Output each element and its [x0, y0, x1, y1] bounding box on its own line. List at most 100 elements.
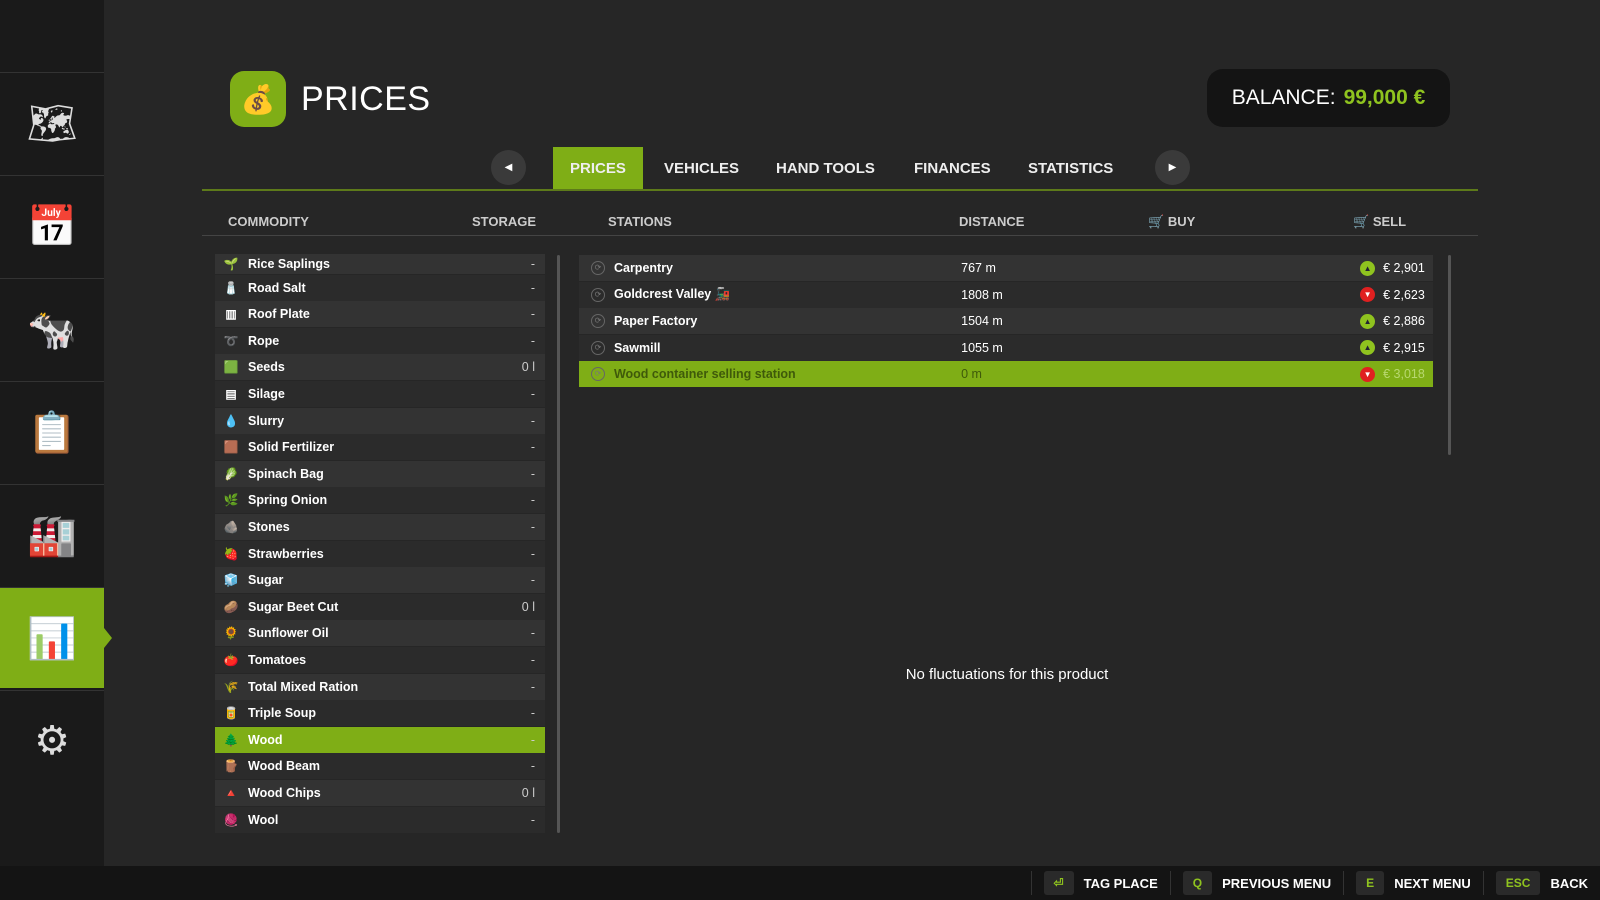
next-tab-button[interactable]: ▶ — [1155, 150, 1190, 185]
cow-icon: 🐄 — [27, 307, 77, 352]
commodity-row[interactable]: ▤ Silage - — [215, 381, 545, 407]
commodity-row[interactable]: ➰ Rope - — [215, 327, 545, 354]
station-row[interactable]: ⟳ Wood container selling station 0 m ▼ € 3,0… — [579, 361, 1433, 388]
column-sell: 🛒 SELL — [1353, 214, 1406, 230]
sidebar-item-map[interactable]: 🗺 — [0, 72, 104, 173]
commodity-icon: 🌿 — [223, 493, 239, 508]
commodity-row[interactable]: 🧂 Road Salt - — [215, 274, 545, 301]
sidebar-item-contracts[interactable]: 📋 — [0, 381, 104, 482]
prices-chart-icon: 📊 — [27, 616, 77, 661]
commodity-name: Triple Soup — [248, 706, 317, 721]
commodity-icon: 🍅 — [223, 653, 239, 667]
commodity-icon: 🧊 — [223, 573, 239, 588]
commodity-name: Seeds — [248, 360, 285, 375]
commodity-row[interactable]: 🍅 Tomatoes - — [215, 647, 545, 673]
key-badge: ESC — [1495, 871, 1541, 895]
tag-place-icon[interactable]: ⟳ — [591, 261, 605, 275]
commodity-row[interactable]: 🥔 Sugar Beet Cut 0 l — [215, 593, 545, 620]
commodity-icon: 🟩 — [223, 360, 239, 375]
station-row[interactable]: ⟳ Carpentry 767 m ▲ € 2,901 — [579, 255, 1433, 281]
station-row[interactable]: ⟳ Paper Factory 1504 m ▲ € 2,886 — [579, 308, 1433, 335]
commodity-row[interactable]: ▥ Roof Plate - — [215, 301, 545, 328]
commodity-row[interactable]: 🧶 Wool - — [215, 806, 545, 833]
column-storage: STORAGE — [472, 214, 537, 229]
tag-place-icon[interactable]: ⟳ — [591, 340, 605, 355]
balance-label: BALANCE: — [1231, 86, 1336, 109]
station-distance: 1055 m — [961, 340, 1003, 355]
station-name-text: Goldcrest Valley — [613, 287, 712, 302]
station-row[interactable]: ⟳ Sawmill 1055 m ▲ € 2,915 — [579, 334, 1433, 361]
hint-previous-menu[interactable]: Q PREVIOUS MENU — [1169, 871, 1343, 895]
key-badge: Q — [1182, 871, 1213, 895]
commodity-row[interactable]: 🧊 Sugar - — [215, 567, 545, 594]
commodity-storage: 0 l — [521, 786, 535, 800]
station-distance: 767 m — [961, 261, 996, 275]
map-icon: 🗺 — [26, 101, 78, 146]
commodity-row[interactable]: 🟩 Seeds 0 l — [215, 354, 545, 381]
commodity-row[interactable]: 🍓 Strawberries - — [215, 540, 545, 567]
station-distance: 1504 m — [961, 314, 1003, 329]
tag-place-icon[interactable]: ⟳ — [591, 314, 605, 329]
commodity-row[interactable]: 🥬 Spinach Bag - — [215, 460, 545, 487]
tab-finances[interactable]: FINANCES — [914, 159, 991, 177]
page-title: PRICES — [301, 80, 431, 118]
commodity-name: Spinach Bag — [248, 466, 324, 481]
commodity-storage: - — [530, 759, 535, 774]
commodity-row[interactable]: 💧 Slurry - — [215, 407, 545, 434]
hint-back[interactable]: ESC BACK — [1482, 871, 1600, 895]
commodity-icon: ▥ — [225, 307, 237, 322]
station-name: Wood container selling station — [614, 367, 961, 381]
hint-label: BACK — [1550, 875, 1588, 891]
commodity-icon: ➰ — [223, 333, 239, 348]
tab-vehicles[interactable]: VEHICLES — [664, 159, 740, 177]
tab-hand-tools[interactable]: HAND TOOLS — [776, 159, 875, 177]
commodity-row[interactable]: 🔺 Wood Chips 0 l — [215, 780, 545, 806]
tag-place-icon[interactable]: ⟳ — [591, 367, 605, 382]
hint-next-menu[interactable]: E NEXT MENU — [1343, 871, 1483, 895]
commodity-icon: 🧶 — [223, 812, 239, 827]
commodity-row[interactable]: 🌻 Sunflower Oil - — [215, 620, 545, 647]
commodity-row[interactable]: 🪵 Wood Beam - — [215, 753, 545, 780]
station-name-text: Paper Factory — [613, 314, 698, 329]
coins-icon: 💰 — [230, 71, 286, 127]
commodity-row[interactable]: 🥫 Triple Soup - — [215, 700, 545, 727]
tab-bar: ◀ PRICES VEHICLES HAND TOOLS FINANCES ST… — [202, 147, 1478, 191]
tag-place-icon[interactable]: ⟳ — [591, 287, 605, 302]
sidebar-item-prices-chart[interactable]: 📊 — [0, 587, 112, 688]
commodity-name: Wood Chips — [248, 786, 321, 800]
station-sell-price: € 2,901 — [1383, 261, 1425, 275]
station-name-text: Wood container selling station — [613, 367, 796, 382]
hint-tag-place[interactable]: ⏎ TAG PLACE — [1030, 871, 1170, 895]
previous-tab-button[interactable]: ◀ — [491, 150, 526, 185]
sidebar-item-calendar[interactable]: 📅 — [0, 175, 104, 276]
commodity-row[interactable]: 🌱 Rice Saplings - — [215, 254, 545, 274]
station-row[interactable]: ⟳ Goldcrest Valley 🚂 1808 m ▼ € 2,623 — [579, 281, 1433, 308]
commodity-row[interactable]: 🌿 Spring Onion - — [215, 487, 545, 514]
column-stations: STATIONS — [608, 214, 672, 229]
commodity-row[interactable]: 🪨 Stones - — [215, 514, 545, 540]
station-name: Carpentry — [614, 261, 961, 275]
commodity-row[interactable]: 🌾 Total Mixed Ration - — [215, 673, 545, 700]
commodity-scrollbar[interactable] — [557, 255, 560, 833]
column-distance: DISTANCE — [959, 214, 1025, 229]
tab-statistics[interactable]: STATISTICS — [1028, 159, 1114, 177]
sidebar: 🗺 📅 🐄 📋 🏭 📊 ⚙ — [0, 0, 112, 866]
commodity-name: Sugar Beet Cut — [248, 599, 339, 614]
commodity-name: Total Mixed Ration — [248, 679, 359, 694]
trend-up-icon: ▲ — [1360, 340, 1376, 356]
commodity-storage: - — [530, 257, 535, 271]
commodity-name: Strawberries — [248, 546, 324, 561]
sidebar-item-production[interactable]: 🏭 — [0, 484, 104, 585]
buy-label: BUY — [1167, 214, 1196, 229]
station-scrollbar[interactable] — [1448, 255, 1451, 455]
sidebar-item-cow[interactable]: 🐄 — [0, 278, 104, 379]
sidebar-item-settings[interactable]: ⚙ — [0, 690, 104, 791]
commodity-storage: - — [530, 732, 535, 747]
tab-prices[interactable]: PRICES — [553, 147, 643, 189]
station-name-text: Sawmill — [613, 340, 661, 355]
station-name-text: Carpentry — [613, 261, 674, 275]
balance-value: 99,000 € — [1343, 86, 1426, 109]
commodity-row[interactable]: 🌲 Wood - — [215, 726, 545, 753]
commodity-name: Road Salt — [248, 280, 306, 295]
commodity-row[interactable]: 🟫 Solid Fertilizer - — [215, 434, 545, 461]
